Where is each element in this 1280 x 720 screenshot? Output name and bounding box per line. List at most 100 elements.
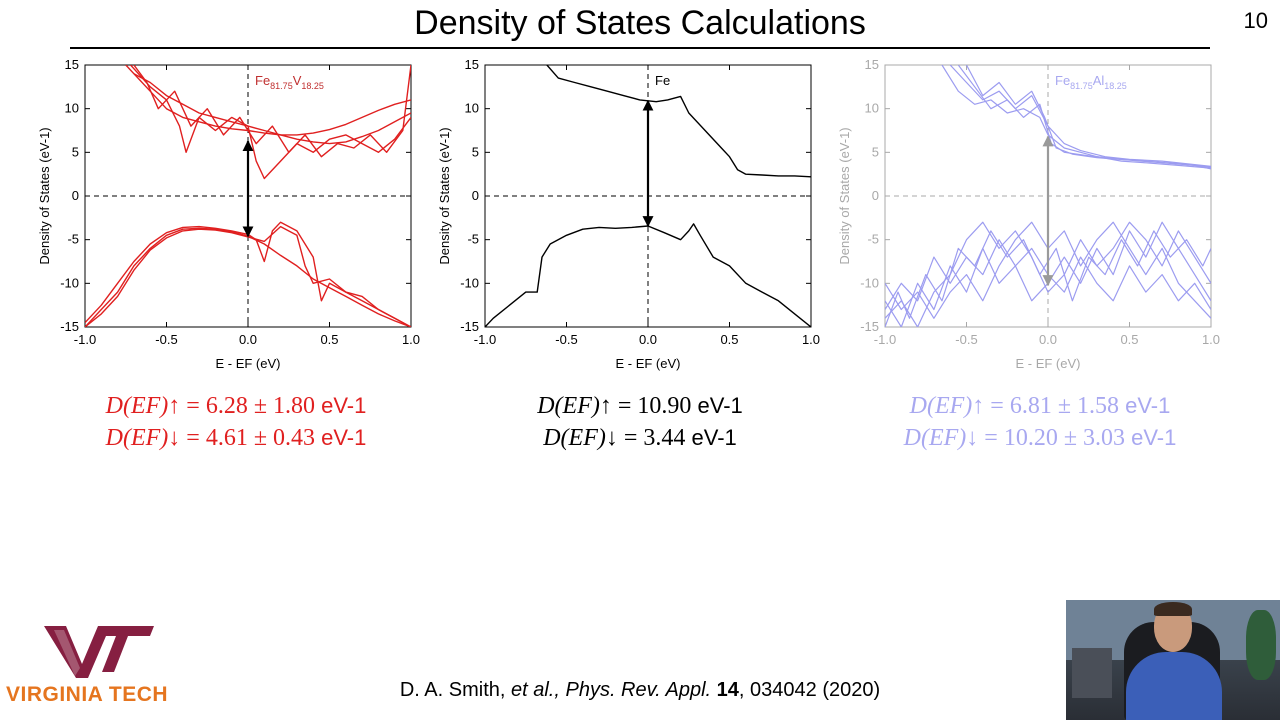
compound-label: Fe81.75V18.25 <box>255 73 324 91</box>
y-tick-label: 5 <box>72 144 79 159</box>
dos-formula-fev: D(EF)↑ = 6.28 ± 1.80 eV-1 D(EF)↓ = 4.61 ±… <box>36 390 436 454</box>
x-tick-label: -1.0 <box>74 332 96 347</box>
y-tick-label: 0 <box>872 188 879 203</box>
y-tick-label: -5 <box>467 232 479 247</box>
formula-unit: eV-1 <box>314 425 367 450</box>
webcam-plant <box>1246 610 1276 680</box>
formula-value: 3.44 <box>643 425 686 451</box>
y-axis-label: Density of States (eV-1) <box>437 127 452 264</box>
formula-lhs: D(EF)↓ <box>105 425 181 451</box>
formula-equals: = <box>180 393 206 419</box>
compound-subscript: 81.75 <box>270 81 293 91</box>
dos-series-line <box>85 221 411 327</box>
presenter-webcam <box>1066 600 1280 720</box>
virginia-tech-logo-icon <box>44 626 154 678</box>
x-tick-label: -0.5 <box>955 332 977 347</box>
compound-element: V <box>293 73 302 88</box>
x-tick-label: 0.5 <box>720 332 738 347</box>
title-divider <box>70 47 1210 49</box>
y-tick-label: 10 <box>865 101 879 116</box>
dos-chart-fe: 15 10 5 0 -5 -10 -15 -1.0 -0.5 0.0 0.5 1.0 Fe E - EF … <box>420 55 840 385</box>
y-axis-label: Density of States (eV-1) <box>837 127 852 264</box>
x-tick-label: 1.0 <box>802 332 820 347</box>
dos-series-line <box>965 65 1211 170</box>
y-tick-label: -5 <box>867 232 879 247</box>
formula-lhs: D(EF)↑ <box>537 393 612 419</box>
formula-lhs: D(EF)↓ <box>543 425 618 451</box>
dos-chart-fev: 15 10 5 0 -5 -10 -15 -1.0 -0.5 0.0 0.5 1.0 Fe81.75V1… <box>20 55 440 385</box>
compound-label: Fe81.75Al18.25 <box>1055 73 1127 91</box>
dos-series-line <box>125 65 411 136</box>
formula-unit: eV-1 <box>685 425 737 450</box>
formula-lhs: D(EF)↑ <box>909 393 985 419</box>
citation-authors: D. A. Smith, <box>399 679 511 701</box>
formula-value: 10.90 <box>637 393 692 419</box>
y-tick-label: -5 <box>67 232 79 247</box>
dos-series-line <box>130 65 411 180</box>
formula-down-line: D(EF)↓ = 4.61 ± 0.43 eV-1 <box>36 422 436 454</box>
x-tick-label: 0.5 <box>320 332 338 347</box>
formula-value: 6.28 ± 1.80 <box>205 393 315 419</box>
compound-subscript: 18.25 <box>301 81 324 91</box>
x-axis-label: E - EF (eV) <box>215 356 280 371</box>
y-tick-label: 10 <box>465 101 479 116</box>
y-tick-label: 5 <box>872 144 879 159</box>
dos-chart-svg: 15 10 5 0 -5 -10 -15-1.0 -0.5 0.0 0.5 1.0 Fe81.75Al… <box>837 57 1220 371</box>
dos-series-line <box>85 225 411 327</box>
x-tick-label: -0.5 <box>155 332 177 347</box>
x-tick-label: 1.0 <box>402 332 420 347</box>
compound-element: Fe <box>1055 73 1070 88</box>
y-tick-label: 15 <box>465 57 479 72</box>
formula-down-line: D(EF)↓ = 3.44 eV-1 <box>440 422 840 454</box>
y-tick-label: 0 <box>472 188 479 203</box>
compound-subscript: 81.75 <box>1070 81 1093 91</box>
formula-equals: = <box>617 425 644 451</box>
compound-subscript: 18.25 <box>1104 81 1127 91</box>
citation-rest: , 034042 (2020) <box>738 679 881 701</box>
dos-formula-fe: D(EF)↑ = 10.90 eV-1 D(EF)↓ = 3.44 eV-1 <box>440 390 840 454</box>
compound-element: Fe <box>255 73 270 88</box>
formula-lhs: D(EF)↓ <box>903 425 979 451</box>
x-tick-label: -1.0 <box>874 332 896 347</box>
y-tick-label: 5 <box>472 144 479 159</box>
y-tick-label: 10 <box>65 101 79 116</box>
citation-etal: et al., <box>511 679 566 701</box>
y-tick-label: 0 <box>72 188 79 203</box>
x-tick-label: 0.5 <box>1120 332 1138 347</box>
formula-unit: eV-1 <box>1118 393 1171 418</box>
y-tick-label: -15 <box>460 319 479 334</box>
x-tick-label: -1.0 <box>474 332 496 347</box>
formula-equals: = <box>978 425 1004 451</box>
webcam-shelf <box>1072 648 1112 698</box>
y-tick-label: -10 <box>460 275 479 290</box>
y-tick-label: -10 <box>860 275 879 290</box>
dos-series-line <box>949 65 1211 167</box>
formula-up-line: D(EF)↑ = 6.28 ± 1.80 eV-1 <box>36 390 436 422</box>
dos-series-line <box>133 65 411 158</box>
dos-series-line <box>546 65 811 178</box>
dos-chart-svg: 15 10 5 0 -5 -10 -15-1.0 -0.5 0.0 0.5 1.0 Fe81.75V1… <box>37 57 420 371</box>
x-tick-label: 1.0 <box>1202 332 1220 347</box>
y-tick-label: -15 <box>60 319 79 334</box>
formula-up-line: D(EF)↑ = 10.90 eV-1 <box>440 390 840 422</box>
y-tick-label: -10 <box>60 275 79 290</box>
formula-up-line: D(EF)↑ = 6.81 ± 1.58 eV-1 <box>840 390 1240 422</box>
x-tick-label: 0.0 <box>239 332 257 347</box>
dos-formula-feal: D(EF)↑ = 6.81 ± 1.58 eV-1 D(EF)↓ = 10.20 … <box>840 390 1240 454</box>
slide-title: Density of States Calculations <box>414 4 866 42</box>
y-tick-label: -15 <box>860 319 879 334</box>
presenter-hair <box>1154 602 1192 616</box>
formula-down-line: D(EF)↓ = 10.20 ± 3.03 eV-1 <box>840 422 1240 454</box>
dos-chart-svg: 15 10 5 0 -5 -10 -15-1.0 -0.5 0.0 0.5 1.0 Fe E - EF … <box>437 57 820 371</box>
formula-value: 6.81 ± 1.58 <box>1009 393 1119 419</box>
citation-journal: Phys. Rev. Appl. <box>565 679 717 701</box>
x-axis-label: E - EF (eV) <box>615 356 680 371</box>
virginia-tech-wordmark: VIRGINIA TECH <box>6 683 169 706</box>
formula-equals: = <box>180 425 206 451</box>
citation-volume: 14 <box>716 679 739 701</box>
formula-value: 4.61 ± 0.43 <box>205 425 315 451</box>
presenter-body <box>1126 652 1222 720</box>
y-tick-label: 15 <box>865 57 879 72</box>
formula-lhs: D(EF)↑ <box>105 393 181 419</box>
formula-unit: eV-1 <box>691 393 743 418</box>
